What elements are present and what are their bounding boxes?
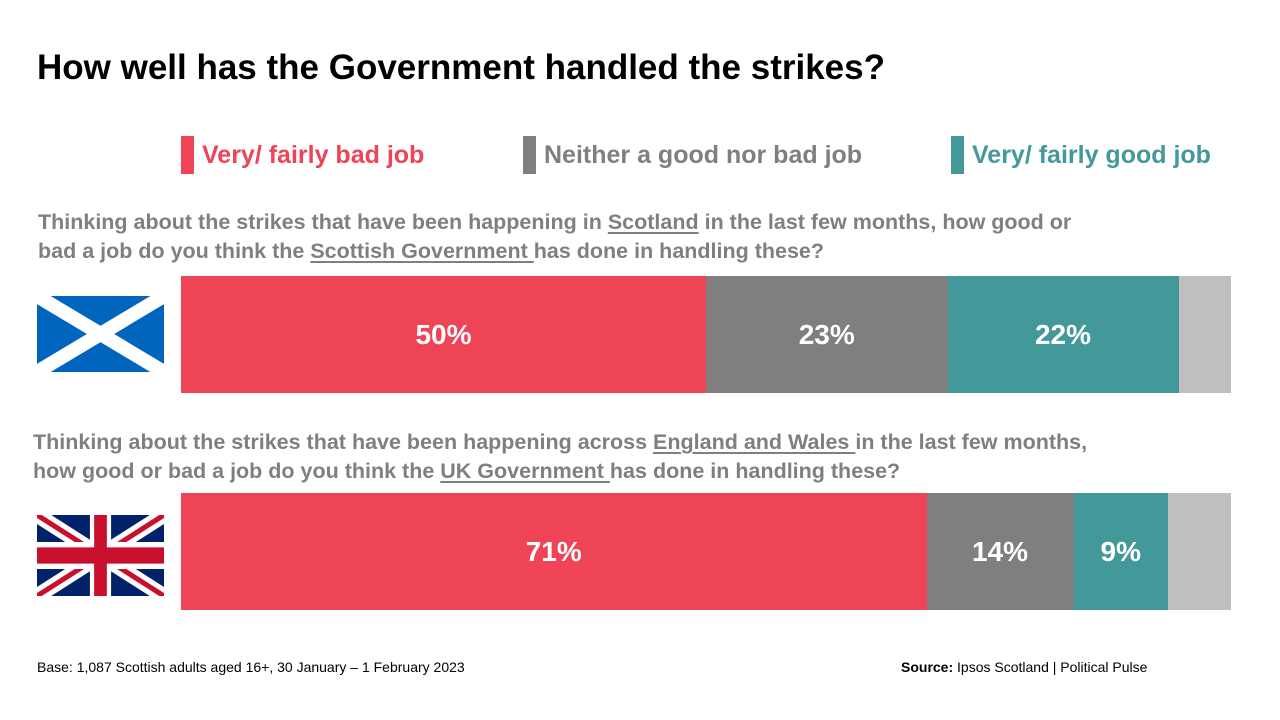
bar-value-label: 50% (415, 318, 472, 350)
bar-segment-bad: 50% (181, 276, 706, 393)
question-text: in the last few months, how good or (698, 210, 1072, 234)
legend-label-bad: Very/ fairly bad job (202, 140, 425, 169)
bar-scottish-government: 50% 23% 22% (181, 276, 1231, 393)
bar-segment-bad: 71% (181, 493, 927, 610)
legend-swatch-good (951, 136, 964, 174)
bar-value-label: 14% (971, 535, 1029, 567)
legend-swatch-bad (181, 136, 194, 174)
legend-item-good: Very/ fairly good job (951, 136, 1211, 174)
question-highlight: England and Wales (653, 430, 856, 454)
page-title: How well has the Government handled the … (37, 48, 885, 87)
bar-uk-government: 71% 14% 9% (181, 493, 1231, 610)
scotland-flag-icon (37, 296, 164, 372)
legend-label-good: Very/ fairly good job (972, 140, 1211, 169)
bar-value-label: 23% (798, 318, 855, 350)
question-scotland: Thinking about the strikes that have bee… (38, 208, 1071, 266)
question-uk: Thinking about the strikes that have bee… (33, 428, 1087, 486)
question-highlight: Scotland (607, 210, 699, 234)
question-highlight: UK Government (440, 459, 610, 483)
source-label: Source: (901, 659, 954, 675)
bar-value-label: 9% (1100, 535, 1141, 567)
bar-segment-remainder (1178, 276, 1231, 393)
bar-value-label: 71% (525, 535, 582, 567)
question-text: has done in handling these? (609, 459, 901, 483)
question-text: bad a job do you think the (38, 239, 311, 263)
base-note: Base: 1,087 Scottish adults aged 16+, 30… (37, 659, 465, 675)
bar-segment-neither: 23% (706, 276, 948, 393)
question-text: Thinking about the strikes that have bee… (33, 430, 654, 454)
question-highlight: Scottish Government (310, 239, 534, 263)
source-text: Ipsos Scotland | Political Pulse (953, 659, 1148, 675)
union-jack-icon (37, 515, 164, 596)
bar-segment-remainder (1168, 493, 1231, 610)
bar-value-label: 22% (1034, 318, 1092, 350)
bar-segment-good: 9% (1073, 493, 1168, 610)
legend-swatch-neither (523, 136, 536, 174)
question-text: how good or bad a job do you think the (33, 459, 441, 483)
question-text: Thinking about the strikes that have bee… (38, 210, 608, 234)
bar-segment-neither: 14% (926, 493, 1074, 610)
question-text: has done in handling these? (533, 239, 825, 263)
question-text: in the last few months, (855, 430, 1088, 454)
legend-item-neither: Neither a good nor bad job (523, 136, 862, 174)
legend-item-bad: Very/ fairly bad job (181, 136, 424, 174)
legend-label-neither: Neither a good nor bad job (544, 140, 863, 169)
source-note: Source: Ipsos Scotland | Political Pulse (901, 659, 1147, 675)
bar-segment-good: 22% (947, 276, 1179, 393)
